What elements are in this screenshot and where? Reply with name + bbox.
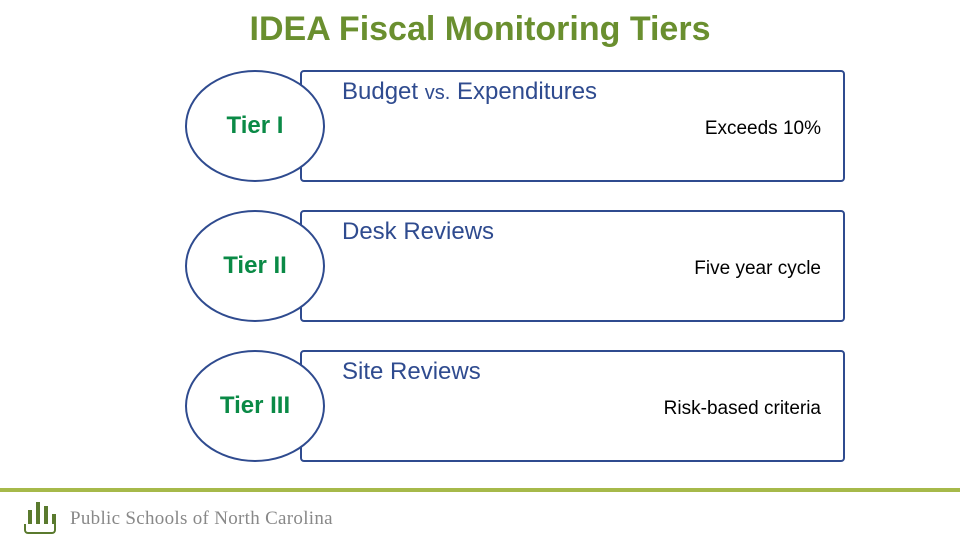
tier-box-2: Desk Reviews Five year cycle — [300, 210, 845, 322]
tier-circle-2: Tier II — [185, 210, 325, 322]
tier-heading-3: Site Reviews — [342, 358, 829, 386]
tier-sub-2: Five year cycle — [694, 258, 821, 280]
footer-text: Public Schools of North Carolina — [70, 508, 333, 530]
tier-row-1: Budget vs. Expenditures Exceeds 10% Tier… — [185, 70, 845, 182]
nc-schools-logo-icon — [22, 504, 58, 534]
tier-sub-1: Exceeds 10% — [705, 118, 821, 140]
tier-box-3: Site Reviews Risk-based criteria — [300, 350, 845, 462]
tier-sub-3: Risk-based criteria — [664, 398, 821, 420]
footer: Public Schools of North Carolina — [22, 504, 333, 534]
tier-circle-3: Tier III — [185, 350, 325, 462]
page-title: IDEA Fiscal Monitoring Tiers — [0, 10, 960, 49]
tier-label-1: Tier I — [227, 112, 284, 140]
tier-box-1: Budget vs. Expenditures Exceeds 10% — [300, 70, 845, 182]
tier-heading-1: Budget vs. Expenditures — [342, 78, 829, 106]
tier-row-3: Site Reviews Risk-based criteria Tier II… — [185, 350, 845, 462]
tier-label-3: Tier III — [220, 392, 290, 420]
tier-label-2: Tier II — [223, 252, 287, 280]
tier-row-2: Desk Reviews Five year cycle Tier II — [185, 210, 845, 322]
footer-divider — [0, 488, 960, 492]
tier-circle-1: Tier I — [185, 70, 325, 182]
tier-heading-2: Desk Reviews — [342, 218, 829, 246]
